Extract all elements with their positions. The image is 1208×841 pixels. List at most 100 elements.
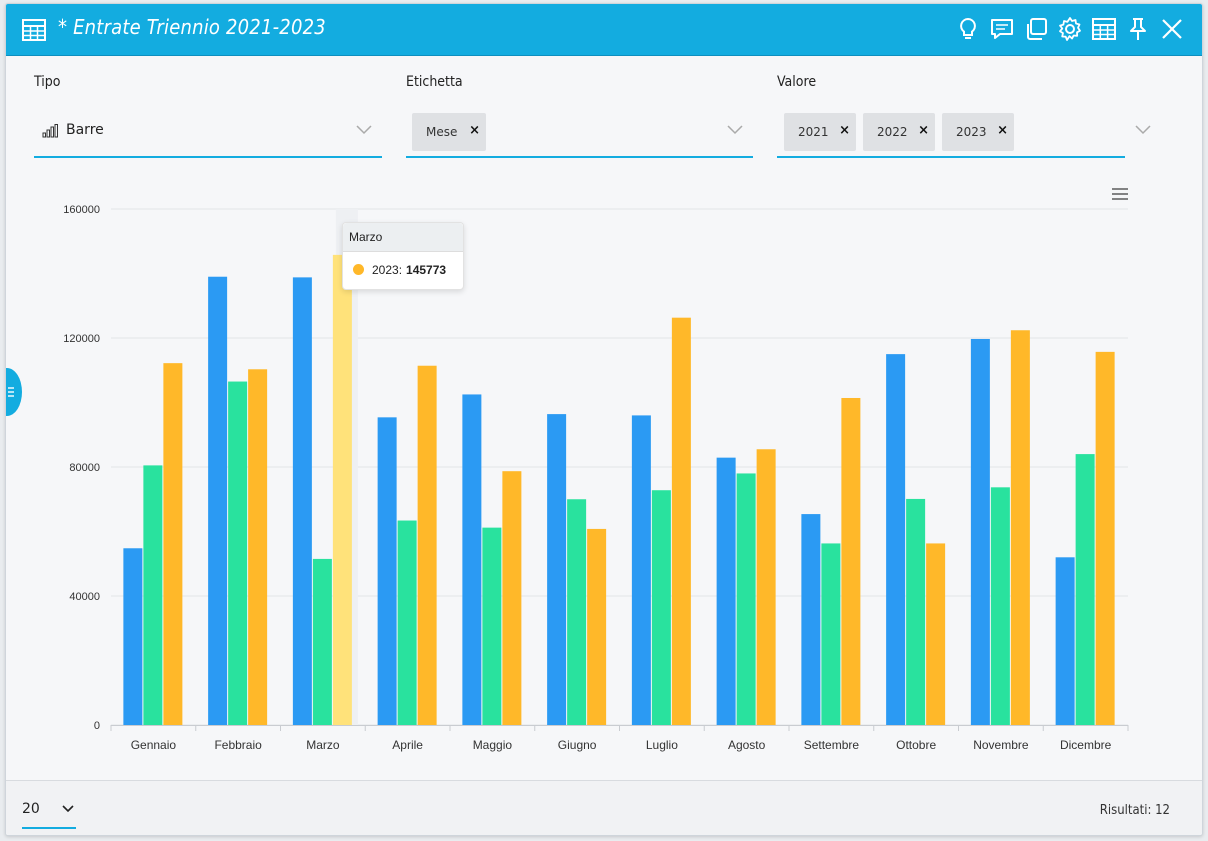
valore-select[interactable]: 2021 × 2022 × 2023 × [777, 108, 1151, 158]
x-tick-label: Gennaio [131, 738, 177, 752]
results-count: Risultati: 12 [1099, 803, 1170, 818]
etichetta-select[interactable]: Mese × [406, 108, 753, 158]
chip-2023: 2023 × [942, 113, 1014, 151]
bar-2022-dicembre[interactable] [1075, 454, 1095, 725]
chevron-down-icon [356, 125, 372, 135]
remove-chip-icon[interactable]: × [918, 123, 929, 138]
menu-lines-icon [8, 387, 14, 397]
table-icon [1092, 18, 1116, 40]
pin-button[interactable] [1124, 15, 1152, 43]
chip-mese: Mese × [412, 113, 486, 151]
bar-2022-maggio[interactable] [482, 527, 502, 725]
comments-button[interactable] [988, 15, 1016, 43]
bar-2023-luglio[interactable] [671, 317, 691, 725]
tooltip-value: 145773 [406, 263, 447, 277]
x-tick-label: Settembre [804, 738, 860, 752]
bar-2021-maggio[interactable] [462, 394, 482, 725]
page-size-value: 20 [22, 801, 40, 817]
close-button[interactable] [1158, 15, 1186, 43]
bar-2023-settembre[interactable] [841, 397, 861, 725]
bar-2022-aprile[interactable] [397, 520, 417, 725]
table-view-button[interactable] [1090, 15, 1118, 43]
duplicate-button[interactable] [1022, 15, 1050, 43]
bar-2022-novembre[interactable] [990, 487, 1010, 725]
tips-button[interactable] [954, 15, 982, 43]
valore-label: Valore [777, 74, 817, 90]
chip-label: 2022 [877, 125, 908, 139]
chip-label: 2021 [798, 125, 829, 139]
bar-2021-dicembre[interactable] [1055, 557, 1075, 725]
remove-chip-icon[interactable]: × [839, 123, 850, 138]
bar-2021-settembre[interactable] [801, 514, 821, 725]
chevron-down-icon [1135, 125, 1151, 135]
chip-2021: 2021 × [784, 113, 856, 151]
bar-2021-giugno[interactable] [547, 414, 567, 725]
remove-chip-icon[interactable]: × [997, 123, 1008, 138]
lightbulb-icon [960, 17, 976, 39]
chip-label: Mese [426, 125, 458, 139]
settings-button[interactable] [1056, 15, 1084, 43]
y-tick-label: 40000 [69, 591, 100, 603]
chevron-down-icon [727, 125, 743, 135]
bar-2023-giugno[interactable] [587, 528, 607, 725]
bar-2023-dicembre[interactable] [1095, 351, 1115, 725]
chip-2022: 2022 × [863, 113, 935, 151]
comment-icon [991, 19, 1013, 39]
bar-2023-gennaio[interactable] [163, 363, 183, 725]
tooltip-series: 2023: [372, 263, 403, 277]
tooltip-body: 2023: 145773 [353, 263, 446, 277]
x-tick-label: Febbraio [214, 738, 262, 752]
series-dot-icon [353, 264, 364, 275]
bar-2021-aprile[interactable] [377, 417, 397, 725]
bar-2021-marzo[interactable] [292, 277, 312, 725]
x-tick-label: Aprile [392, 738, 423, 752]
close-icon [1162, 19, 1182, 39]
bar-2022-agosto[interactable] [736, 473, 756, 725]
remove-chip-icon[interactable]: × [469, 123, 480, 138]
bar-2022-settembre[interactable] [821, 543, 841, 725]
bar-2021-ottobre[interactable] [886, 354, 906, 725]
x-tick-label: Dicembre [1060, 738, 1112, 752]
bar-2023-febbraio[interactable] [248, 369, 268, 725]
bar-2022-giugno[interactable] [567, 499, 587, 725]
chart-menu-icon[interactable] [1112, 187, 1128, 201]
x-tick-label: Agosto [728, 738, 766, 752]
footer: 20 Risultati: 12 [6, 780, 1202, 835]
bar-2023-maggio[interactable] [502, 471, 522, 725]
y-tick-label: 80000 [69, 462, 100, 474]
bar-2021-agosto[interactable] [716, 457, 736, 725]
bar-2021-febbraio[interactable] [208, 276, 228, 725]
tipo-value: Barre [66, 122, 104, 138]
x-tick-label: Marzo [306, 738, 340, 752]
etichetta-label: Etichetta [406, 74, 463, 90]
table-icon [22, 19, 46, 41]
side-panel-toggle[interactable] [6, 368, 22, 416]
bar-2023-aprile[interactable] [417, 365, 437, 725]
bar-2023-ottobre[interactable] [926, 543, 946, 725]
y-tick-label: 120000 [63, 333, 100, 345]
bar-2023-novembre[interactable] [1010, 330, 1030, 725]
bar-2021-novembre[interactable] [970, 338, 990, 725]
bar-2021-luglio[interactable] [631, 415, 651, 725]
bar-chart: 0 40000 80000 120000 160000 Gennaio Febbraio Ma… [63, 204, 1129, 752]
bar-2021-gennaio[interactable] [123, 548, 143, 725]
y-tick-label: 160000 [63, 204, 100, 216]
bar-2023-agosto[interactable] [756, 449, 776, 725]
bar-2022-febbraio[interactable] [228, 381, 248, 725]
bar-2023-marzo[interactable] [332, 254, 352, 725]
copy-icon [1027, 18, 1047, 40]
x-tick-label: Maggio [473, 738, 513, 752]
x-tick-label: Giugno [558, 738, 597, 752]
bar-2022-ottobre[interactable] [906, 498, 926, 725]
tipo-select[interactable]: Barre [34, 108, 382, 158]
pin-icon [1130, 18, 1146, 40]
title-bar: * Entrate Triennio 2021-2023 [6, 4, 1202, 56]
bar-2022-marzo[interactable] [312, 558, 332, 725]
x-tick-label: Luglio [646, 738, 678, 752]
gear-icon [1059, 17, 1081, 41]
bar-2022-gennaio[interactable] [143, 465, 163, 725]
tipo-label: Tipo [34, 74, 61, 90]
chip-label: 2023 [956, 125, 987, 139]
bar-2022-luglio[interactable] [651, 490, 671, 725]
page-size-select[interactable]: 20 [22, 791, 76, 829]
